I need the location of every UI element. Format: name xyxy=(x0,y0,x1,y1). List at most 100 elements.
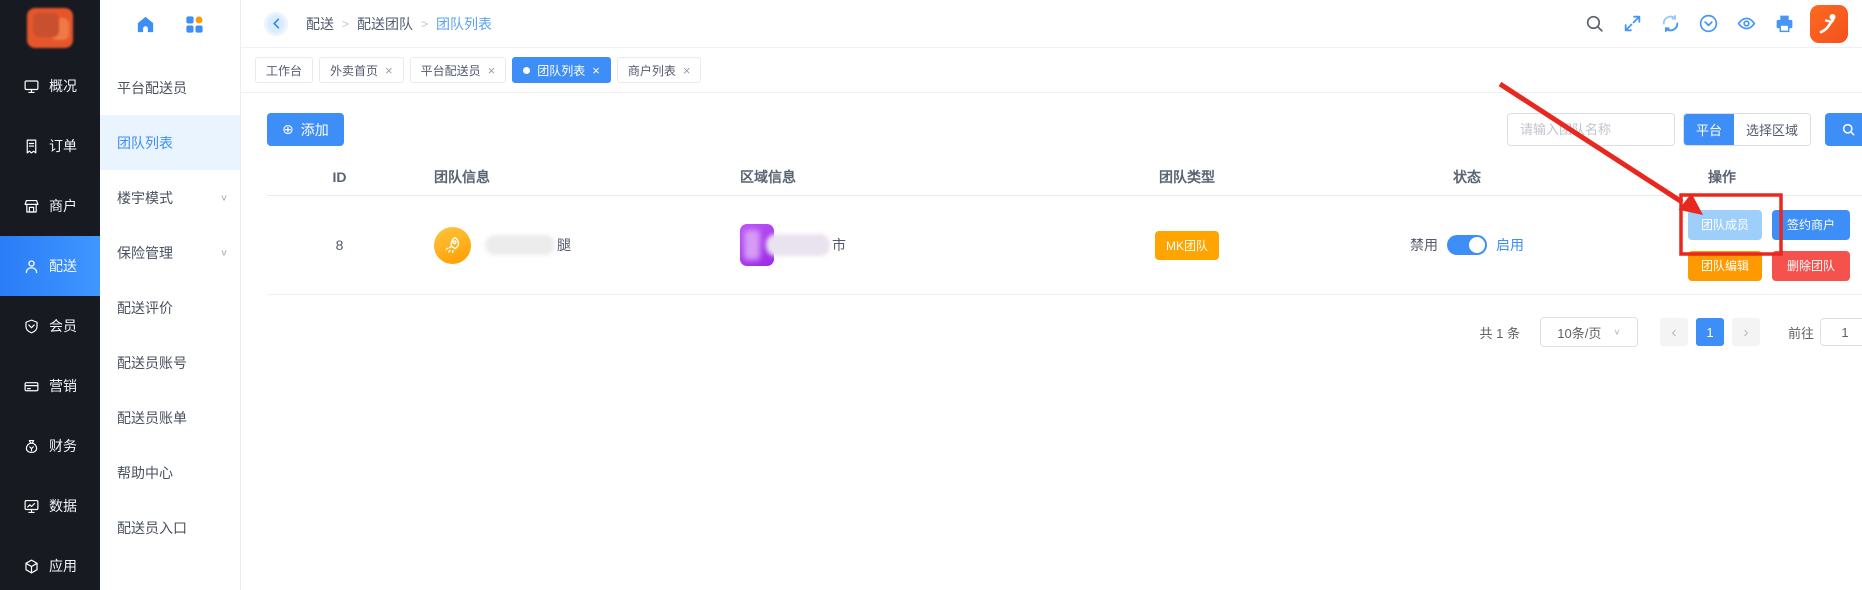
dashboard-grid-icon[interactable] xyxy=(184,14,205,35)
open-tabs-bar: 工作台 外卖首页 × 平台配送员 × 团队列表 × 商户列表 × xyxy=(241,48,1862,93)
column-header-status: 状态 xyxy=(1453,168,1481,185)
goto-page-label: 前往 xyxy=(1787,325,1814,341)
sidebar-item-label: 订单 xyxy=(49,138,77,154)
edit-team-button[interactable]: 团队编辑 xyxy=(1688,250,1762,281)
header-actions xyxy=(1584,13,1795,34)
cell-region-info: 市 xyxy=(692,224,1022,266)
secondary-sidebar-menu: 平台配送员 团队列表 楼宇模式 ∨ 保险管理 ∨ 配送评价 配送员账号 配送员账单 … xyxy=(100,48,240,555)
total-count-label: 共 1 条 xyxy=(1479,325,1520,341)
secondary-sidebar-toolbar xyxy=(100,0,240,48)
main-area: 配送 > 配送团队 > 团队列表 工作台 外卖首页 × 平台配送员 × xyxy=(241,0,1862,590)
tab-workbench[interactable]: 工作台 xyxy=(255,57,314,83)
sign-merchant-button[interactable]: 签约商户 xyxy=(1772,209,1850,240)
arrow-left-icon xyxy=(272,18,279,29)
add-button[interactable]: ⊕ 添加 xyxy=(267,113,344,146)
menu-item-team-list[interactable]: 团队列表 xyxy=(100,115,240,170)
close-icon[interactable]: × xyxy=(487,62,496,78)
logo-image xyxy=(27,8,73,48)
search-icon[interactable] xyxy=(1584,13,1605,34)
sidebar-item-finance[interactable]: 财务 xyxy=(0,416,100,476)
sidebar-item-members[interactable]: 会员 xyxy=(0,296,100,356)
plus-circle-icon: ⊕ xyxy=(282,121,294,137)
tab-takeout-home[interactable]: 外卖首页 × xyxy=(319,57,404,83)
team-name-search-input[interactable] xyxy=(1506,113,1675,146)
chevron-down-icon: ∨ xyxy=(219,193,228,203)
sidebar-item-overview[interactable]: 概况 xyxy=(0,56,100,116)
current-page-button[interactable]: 1 xyxy=(1695,318,1724,346)
tab-team-list[interactable]: 团队列表 × xyxy=(512,57,611,83)
chevron-down-icon: ∨ xyxy=(219,248,228,258)
menu-item-help-center[interactable]: 帮助中心 xyxy=(117,464,173,481)
menu-item-delivery-review[interactable]: 配送评价 xyxy=(117,299,173,316)
tab-merchant-list[interactable]: 商户列表 × xyxy=(616,57,702,83)
page-content: ⊕添加 平台 选择区域 查询 ID 团队信息 区域信息 团队类 xyxy=(241,93,1862,590)
page-size-select[interactable]: 10条/页 ∨ xyxy=(1539,317,1638,347)
menu-item-courier-entry[interactable]: 配送员入口 xyxy=(117,519,187,536)
menu-item-courier-account[interactable]: 配送员账号 xyxy=(117,354,187,371)
member-icon xyxy=(25,319,38,333)
data-icon xyxy=(24,499,39,513)
sidebar-item-label: 营销 xyxy=(49,378,77,394)
table-row: 8 腿 市 MK团队 禁用 xyxy=(267,196,1862,295)
prev-page-button[interactable]: ‹ xyxy=(1659,318,1688,346)
top-header-bar: 配送 > 配送团队 > 团队列表 xyxy=(241,0,1862,48)
filter-controls: 平台 选择区域 查询 xyxy=(1506,113,1862,146)
close-icon[interactable]: × xyxy=(385,62,393,78)
tab-platform-couriers[interactable]: 平台配送员 × xyxy=(409,57,507,83)
collapse-circle-icon[interactable] xyxy=(1698,13,1719,34)
user-avatar[interactable] xyxy=(1810,4,1848,43)
team-avatar xyxy=(434,226,471,264)
select-region-button[interactable]: 选择区域 xyxy=(1733,114,1810,145)
refresh-icon[interactable] xyxy=(1660,13,1681,34)
sidebar-item-label: 会员 xyxy=(49,318,77,334)
sidebar-item-data[interactable]: 数据 xyxy=(0,476,100,536)
query-button[interactable]: 查询 xyxy=(1825,113,1862,146)
team-type-badge: MK团队 xyxy=(1154,230,1219,260)
orders-icon xyxy=(26,139,37,153)
scope-segmented-control: 平台 选择区域 xyxy=(1682,113,1811,146)
sidebar-item-delivery[interactable]: 配送 xyxy=(0,236,100,296)
eye-icon[interactable] xyxy=(1736,13,1757,34)
sidebar-item-orders[interactable]: 订单 xyxy=(0,116,100,176)
censored-team-name xyxy=(485,235,555,255)
toggle-knob xyxy=(1469,237,1485,253)
menu-item-courier-bill[interactable]: 配送员账单 xyxy=(117,409,187,426)
menu-item-insurance[interactable]: 保险管理 ∨ xyxy=(117,244,228,261)
status-toggle[interactable] xyxy=(1447,235,1487,255)
close-icon[interactable]: × xyxy=(682,62,691,78)
apps-icon xyxy=(25,559,38,573)
close-icon[interactable]: × xyxy=(592,62,600,78)
printer-icon[interactable] xyxy=(1774,13,1795,34)
team-members-button[interactable]: 团队成员 xyxy=(1688,209,1762,240)
sidebar-item-label: 数据 xyxy=(49,498,77,514)
fullscreen-icon[interactable] xyxy=(1622,13,1643,34)
back-button[interactable] xyxy=(264,11,288,36)
delete-team-button[interactable]: 删除团队 xyxy=(1772,250,1850,281)
primary-sidebar: 概况 订单 商户 配送 会员 营销 财务 数据 xyxy=(0,0,100,590)
search-icon xyxy=(1842,123,1855,136)
breadcrumb-delivery-team[interactable]: 配送团队 xyxy=(357,15,414,32)
sidebar-item-merchant[interactable]: 商户 xyxy=(0,176,100,236)
breadcrumb-delivery[interactable]: 配送 xyxy=(306,15,334,32)
table-header-row: ID 团队信息 区域信息 团队类型 状态 操作 xyxy=(267,168,1862,196)
rocket-icon xyxy=(444,236,459,254)
goto-page-input[interactable] xyxy=(1820,318,1862,346)
breadcrumb-team-list: 团队列表 xyxy=(436,15,493,32)
home-icon[interactable] xyxy=(135,14,156,35)
platform-scope-button[interactable]: 平台 xyxy=(1683,114,1734,145)
status-on-label: 启用 xyxy=(1496,237,1524,253)
overview-icon xyxy=(24,79,39,93)
app-logo[interactable] xyxy=(0,0,100,56)
sidebar-item-label: 配送 xyxy=(49,258,77,274)
sidebar-item-apps[interactable]: 应用 xyxy=(0,536,100,590)
team-name-text: 腿 xyxy=(557,237,571,253)
menu-item-building-mode[interactable]: 楼宇模式 ∨ xyxy=(117,189,228,206)
table-toolbar: ⊕添加 平台 选择区域 查询 xyxy=(267,113,1862,146)
menu-item-platform-couriers[interactable]: 平台配送员 xyxy=(117,79,187,96)
region-name-text: 市 xyxy=(832,237,846,253)
sidebar-item-marketing[interactable]: 营销 xyxy=(0,356,100,416)
censored-region-name xyxy=(766,234,830,256)
breadcrumb: 配送 > 配送团队 > 团队列表 xyxy=(306,14,492,34)
next-page-button[interactable]: › xyxy=(1731,318,1760,346)
